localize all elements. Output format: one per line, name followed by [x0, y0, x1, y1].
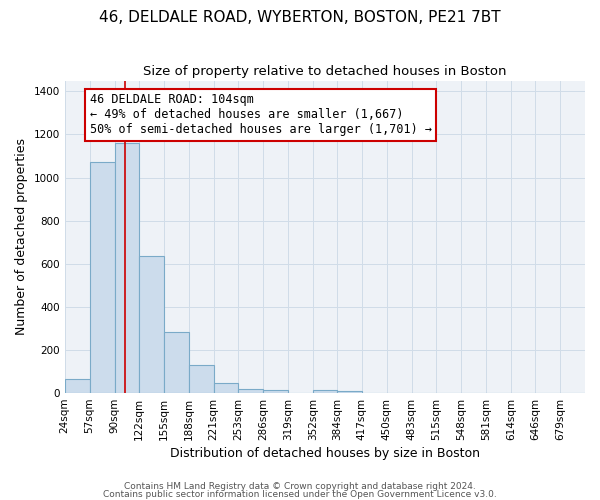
Bar [65, 379, 89, 393]
Text: 46 DELDALE ROAD: 104sqm
← 49% of detached houses are smaller (1,667)
50% of semi: 46 DELDALE ROAD: 104sqm ← 49% of detache… [89, 94, 431, 136]
Y-axis label: Number of detached properties: Number of detached properties [15, 138, 28, 336]
X-axis label: Distribution of detached houses by size in Boston: Distribution of detached houses by size … [170, 447, 480, 460]
Bar [164, 332, 188, 393]
Text: Contains public sector information licensed under the Open Government Licence v3: Contains public sector information licen… [103, 490, 497, 499]
Text: 46, DELDALE ROAD, WYBERTON, BOSTON, PE21 7BT: 46, DELDALE ROAD, WYBERTON, BOSTON, PE21… [99, 10, 501, 25]
Bar [188, 365, 214, 393]
Bar [313, 390, 337, 393]
Bar [214, 384, 238, 393]
Text: Contains HM Land Registry data © Crown copyright and database right 2024.: Contains HM Land Registry data © Crown c… [124, 482, 476, 491]
Bar [89, 162, 115, 393]
Bar [115, 143, 139, 393]
Bar [139, 256, 164, 393]
Bar [263, 390, 288, 393]
Bar [238, 389, 263, 393]
Title: Size of property relative to detached houses in Boston: Size of property relative to detached ho… [143, 65, 506, 78]
Bar [337, 391, 362, 393]
